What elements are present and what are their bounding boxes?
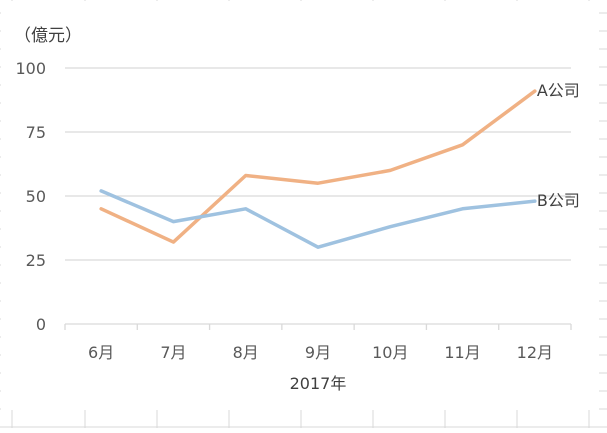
x-tick-label: 11月 xyxy=(444,343,480,362)
y-tick-label: 75 xyxy=(26,123,46,142)
series-end-labels: A公司 B公司 xyxy=(537,81,580,210)
y-tick-label: 100 xyxy=(15,59,46,78)
x-tick-label: 8月 xyxy=(233,343,259,362)
series-label: A公司 xyxy=(537,81,580,100)
x-tick-label: 12月 xyxy=(517,343,553,362)
y-tick-label: 25 xyxy=(26,251,46,270)
y-axis-tick-labels: 0 25 50 75 100 xyxy=(15,59,46,334)
x-tick-label: 7月 xyxy=(160,343,186,362)
y-axis-unit-label: （億元） xyxy=(14,26,82,46)
series-lines xyxy=(99,89,537,249)
plot-gridlines xyxy=(64,67,572,330)
x-tick-label: 6月 xyxy=(88,343,114,362)
y-tick-label: 0 xyxy=(36,315,46,334)
x-tick-label: 9月 xyxy=(305,343,331,362)
series-line xyxy=(99,189,537,249)
x-tick-label: 10月 xyxy=(372,343,408,362)
y-tick-label: 50 xyxy=(26,187,46,206)
x-axis-title: 2017年 xyxy=(290,374,347,393)
series-label: B公司 xyxy=(537,191,580,210)
x-axis-tick-labels: 6月 7月 8月 9月 10月 11月 12月 xyxy=(88,343,553,362)
series-line xyxy=(99,89,537,244)
